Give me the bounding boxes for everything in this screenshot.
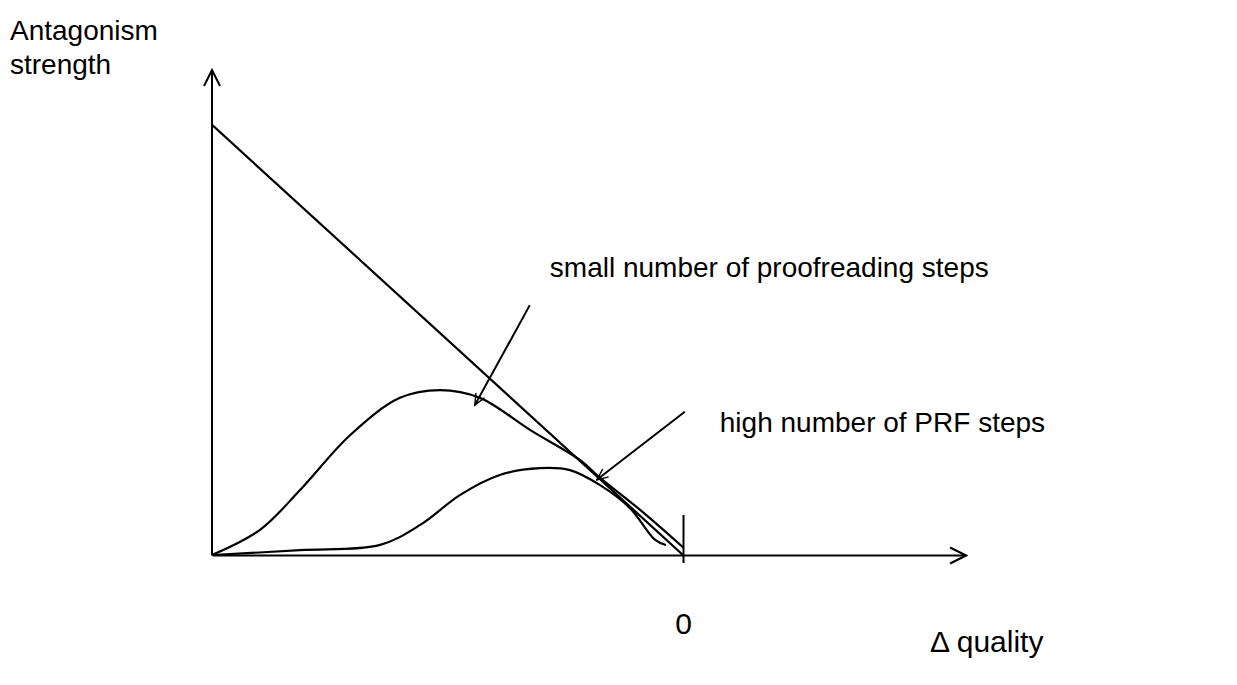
x-tick-line bbox=[683, 515, 685, 563]
x-axis-title: Δ quality bbox=[930, 625, 1043, 658]
annotation-arrow bbox=[597, 412, 685, 480]
x-axis-line bbox=[213, 555, 967, 557]
annotation-text: small number of proofreading steps bbox=[550, 252, 989, 283]
annotation-arrow bbox=[475, 305, 530, 405]
curve bbox=[212, 468, 665, 555]
y-axis-title-line: strength bbox=[10, 49, 111, 80]
x-tick: 0 bbox=[675, 515, 692, 640]
curve bbox=[212, 390, 683, 555]
curve bbox=[212, 125, 683, 555]
x-axis: 0 bbox=[213, 515, 967, 640]
y-axis-title: Antagonismstrength bbox=[10, 15, 158, 80]
x-tick-label: 0 bbox=[675, 607, 692, 640]
y-axis-line bbox=[211, 70, 213, 556]
plot-area bbox=[212, 125, 683, 555]
y-axis bbox=[212, 70, 213, 556]
annotation-text: high number of PRF steps bbox=[720, 407, 1045, 438]
y-axis-title-line: Antagonism bbox=[10, 15, 158, 46]
chart: 0 small number of proofreading steps high … bbox=[0, 0, 1237, 685]
